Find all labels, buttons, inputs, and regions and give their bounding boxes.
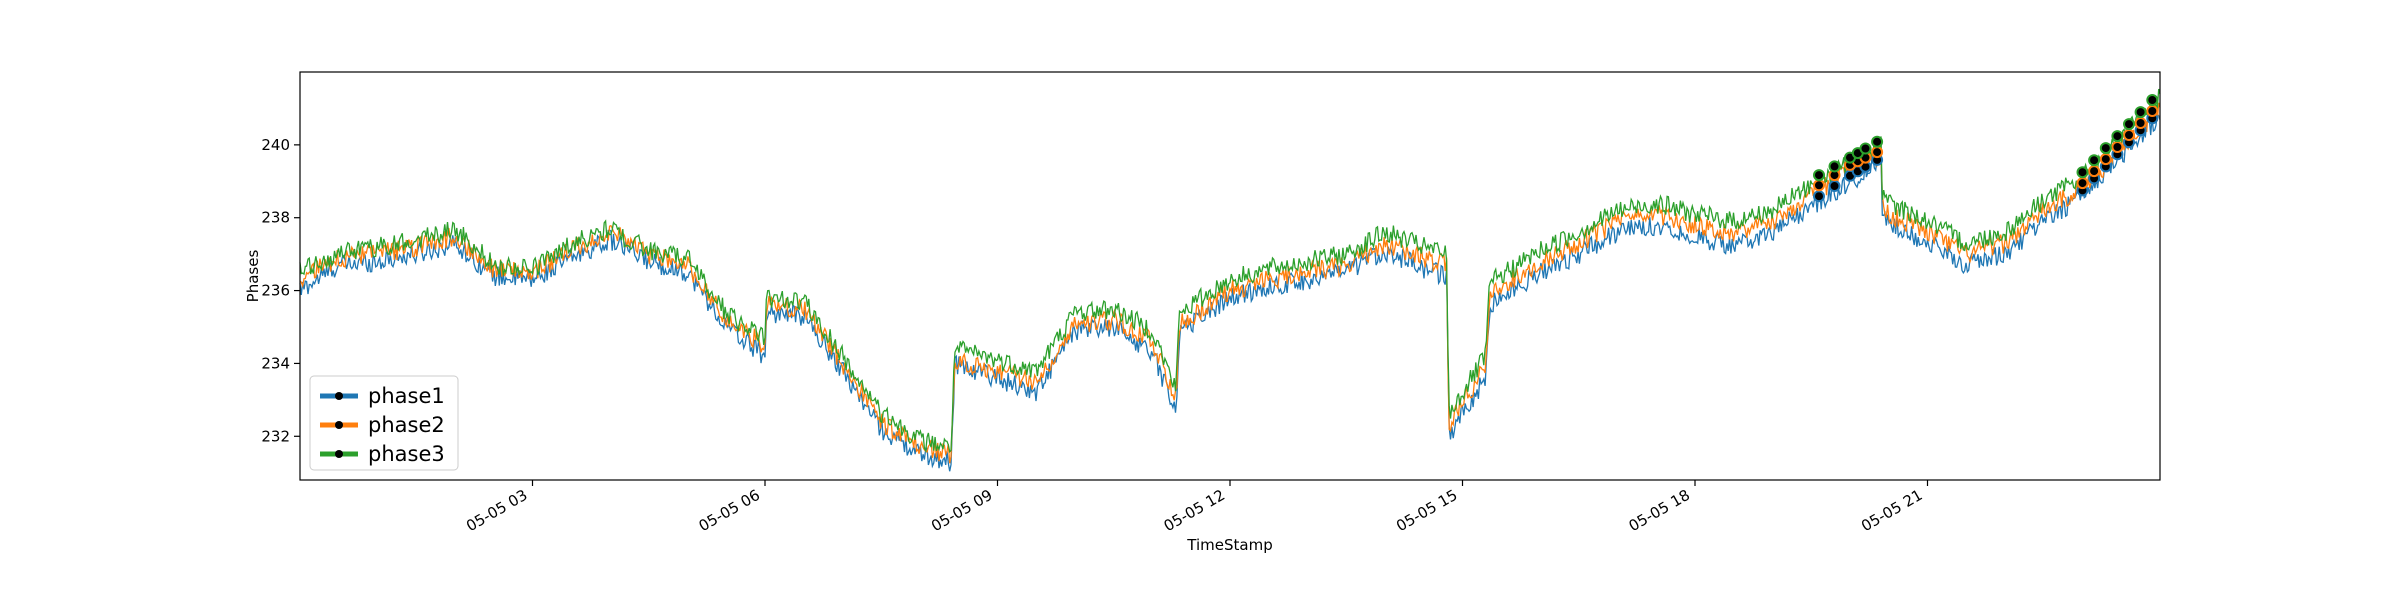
series-marker-phase3 — [2111, 130, 2124, 143]
series-marker-phase2 — [2146, 105, 2159, 117]
series-marker-phase3 — [1813, 169, 1825, 182]
y-tick-label: 232 — [261, 427, 290, 445]
series-marker-phase2 — [2076, 177, 2089, 190]
legend-label-phase2: phase2 — [368, 413, 445, 437]
legend: phase1 phase2 phase3 — [309, 375, 459, 471]
legend-label-phase3: phase3 — [368, 442, 445, 466]
series-marker-phase3 — [2099, 142, 2112, 155]
y-axis: 232 234 236 238 240 — [261, 136, 300, 445]
series-marker-phase3 — [2134, 106, 2147, 119]
series-marker-phase3 — [1859, 142, 1872, 155]
series-marker-phase2 — [2088, 165, 2101, 178]
legend-marker-phase2 — [335, 421, 343, 429]
y-tick-label: 240 — [261, 136, 290, 154]
series-marker-phase1 — [1813, 190, 1825, 203]
y-axis-title: Phases — [244, 250, 262, 303]
series-marker-phase3 — [2146, 94, 2159, 106]
y-tick-label: 236 — [261, 282, 290, 300]
series-marker-phase2 — [2123, 129, 2135, 141]
series-marker-phase3 — [2076, 166, 2089, 179]
y-tick-label: 234 — [261, 354, 290, 372]
legend-marker-phase1 — [335, 392, 343, 400]
series-marker-phase1 — [1828, 180, 1841, 192]
series-marker-phase3 — [1828, 160, 1841, 173]
series-marker-phase2 — [2111, 141, 2124, 153]
series-marker-phase3 — [1871, 135, 1884, 148]
series-marker-phase2 — [1871, 146, 1884, 159]
marker-layer — [1813, 94, 2159, 203]
x-axis-title: TimeStamp — [1186, 536, 1272, 554]
legend-label-phase1: phase1 — [368, 384, 445, 408]
legend-marker-phase3 — [335, 450, 343, 458]
series-marker-phase2 — [1813, 179, 1825, 192]
y-tick-label: 238 — [261, 209, 290, 227]
legend-box — [309, 375, 459, 471]
series-marker-phase2 — [2099, 153, 2112, 166]
plot-area — [300, 72, 2160, 480]
series-marker-phase3 — [2088, 154, 2101, 167]
series-marker-phase3 — [2123, 118, 2135, 131]
series-marker-phase2 — [2134, 117, 2147, 129]
